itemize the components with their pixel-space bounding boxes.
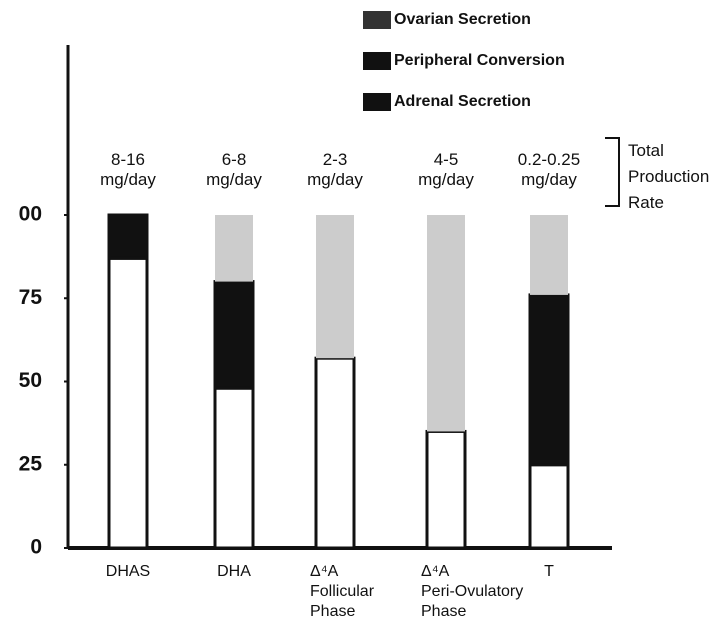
bar-segment xyxy=(215,215,253,282)
bar-segment xyxy=(316,215,354,359)
y-tick-label: 25 xyxy=(19,452,43,475)
x-tick-label: T xyxy=(544,563,554,580)
legend-label: Adrenal Secretion xyxy=(394,93,531,110)
y-tick-label: 0 xyxy=(30,536,42,559)
production-rate: 8-16 mg/day xyxy=(100,150,156,189)
production-rate: 2-3 mg/day xyxy=(307,150,363,189)
bar-segment xyxy=(213,280,255,390)
bracket xyxy=(605,137,620,207)
x-tick-label: Δ⁴A Follicular Phase xyxy=(310,563,375,620)
x-tick-label: DHA xyxy=(217,563,251,580)
bar-segment xyxy=(530,215,568,295)
bar-segment xyxy=(107,256,149,550)
legend-label: Ovarian Secretion xyxy=(394,11,531,28)
bar-segment xyxy=(107,213,149,260)
bar-segment xyxy=(314,356,356,550)
legend-label: Peripheral Conversion xyxy=(394,52,565,69)
legend-swatch xyxy=(363,93,391,111)
y-tick-label: 50 xyxy=(19,369,42,392)
x-tick-label: Δ⁴A Peri-Ovulatory Phase xyxy=(421,563,524,620)
rate-label: Total Production Rate xyxy=(628,141,710,212)
legend-swatch xyxy=(363,11,391,29)
production-rate: 0.2-0.25 mg/day xyxy=(517,150,581,189)
legend-swatch xyxy=(363,52,391,70)
bar-segment xyxy=(528,293,570,467)
bar-segment xyxy=(213,386,255,550)
production-rate: 6-8 mg/day xyxy=(206,150,262,189)
bar-segment xyxy=(528,463,570,550)
production-rate: 4-5 mg/day xyxy=(418,150,474,189)
bar-segment xyxy=(425,429,467,550)
x-tick-label: DHAS xyxy=(105,563,151,580)
bar-segment xyxy=(427,215,465,432)
y-tick-label: 00 xyxy=(19,203,42,226)
y-tick-label: 75 xyxy=(19,286,43,309)
